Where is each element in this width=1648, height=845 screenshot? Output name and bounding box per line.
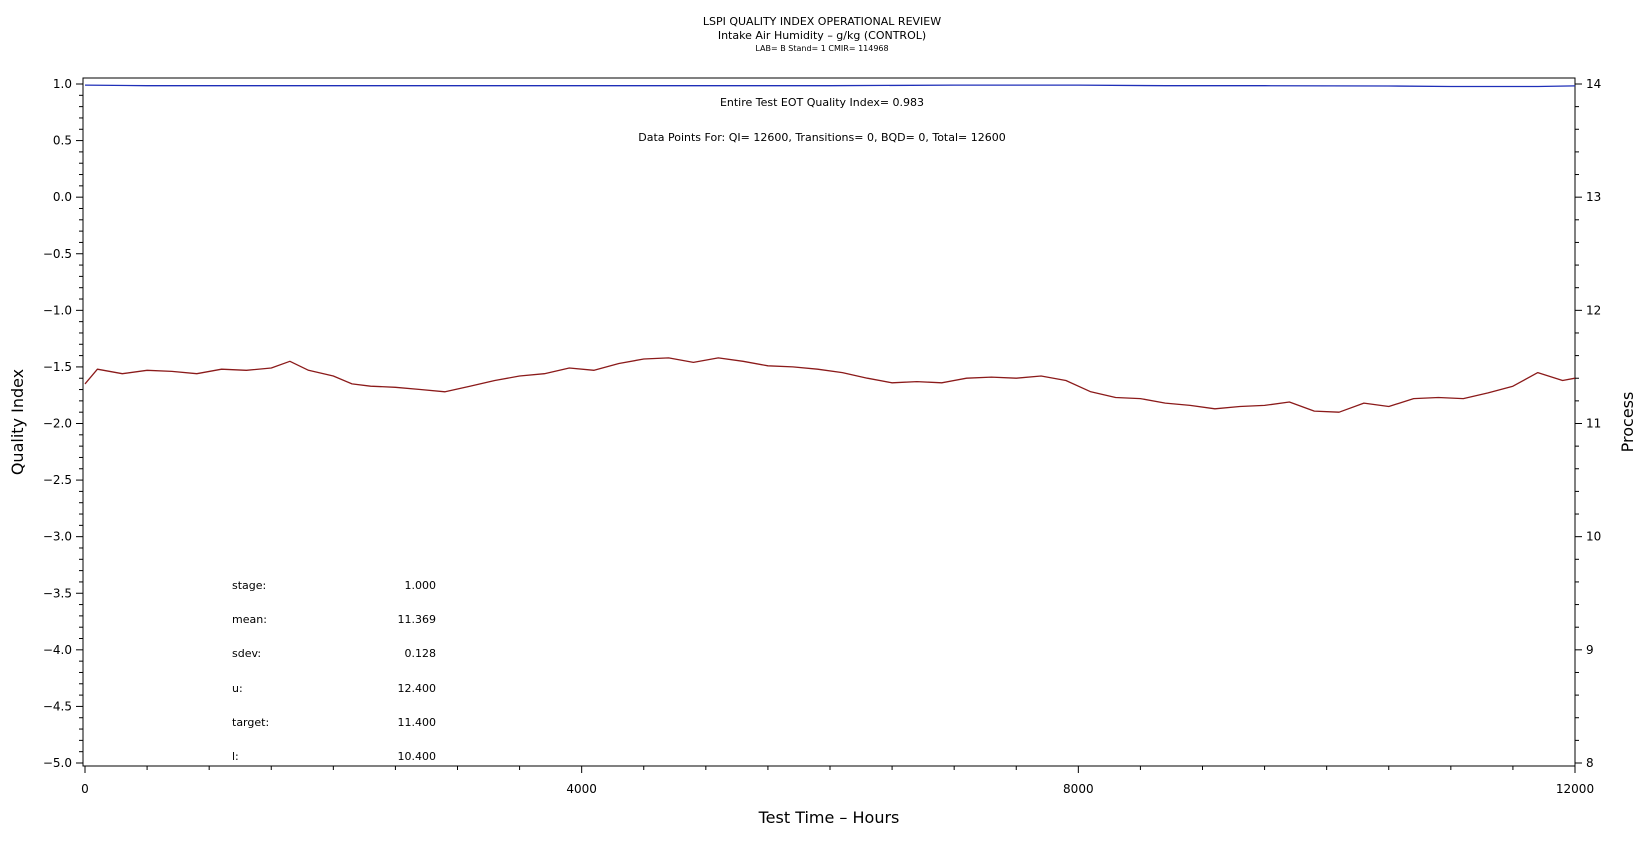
y-left-tick-label: −1.0 <box>43 303 72 317</box>
x-tick-label: 12000 <box>1556 782 1594 796</box>
y-right-tick-label: 11 <box>1586 417 1601 431</box>
y-left-tick-label: −4.0 <box>43 643 72 657</box>
process-series-line <box>84 357 1576 413</box>
data-points-annotation: Data Points For: QI= 12600, Transitions=… <box>638 131 1006 144</box>
y-left-tick-label: −5.0 <box>43 756 72 770</box>
stat-label: target: <box>232 716 269 729</box>
x-axis-title: Test Time – Hours <box>758 808 900 827</box>
y-left-tick-label: −3.5 <box>43 586 72 600</box>
y-right-tick-label: 12 <box>1586 303 1601 317</box>
y-left-tick-label: −2.0 <box>43 417 72 431</box>
stats-block: stage: 1.000 mean: 11.369 sdev: 0.128 u: 12.400… <box>232 579 436 763</box>
y-right-tick-label: 13 <box>1586 190 1601 204</box>
stat-value: 11.400 <box>398 716 437 729</box>
stat-label: u: <box>232 682 243 695</box>
y-left-tick-label: 1.0 <box>53 77 72 91</box>
chart-subtitle: Intake Air Humidity – g/kg (CONTROL) <box>718 29 926 42</box>
quality-index-series-line <box>84 84 1576 88</box>
series-layer <box>84 84 1576 413</box>
x-tick-label: 8000 <box>1063 782 1094 796</box>
stat-label: l: <box>232 750 239 763</box>
y-right-tick-label: 9 <box>1586 643 1594 657</box>
y-right-axis-title: Process <box>1618 392 1637 453</box>
y-right-tick-label: 14 <box>1586 77 1601 91</box>
stat-value: 0.128 <box>405 647 437 660</box>
chart-sub-subtitle: LAB= B Stand= 1 CMIR= 114968 <box>755 44 888 53</box>
x-tick-label: 0 <box>81 782 89 796</box>
stat-label: stage: <box>232 579 266 592</box>
y-left-tick-label: −0.5 <box>43 247 72 261</box>
y-left-tick-label: −4.5 <box>43 699 72 713</box>
stat-value: 11.369 <box>398 613 437 626</box>
y-left-tick-label: 0.0 <box>53 190 72 204</box>
y-right-tick-label: 10 <box>1586 530 1601 544</box>
stat-value: 12.400 <box>398 682 437 695</box>
stat-label: sdev: <box>232 647 261 660</box>
y-right-tick-label: 8 <box>1586 756 1594 770</box>
plot-frame <box>82 77 1576 767</box>
stat-value: 1.000 <box>405 579 437 592</box>
ticks-layer: 1.0 0.5 0.0 −0.5 −1.0 −1.5 −2.0 −2.5 −3.0 −3.5 −4.… <box>43 77 1601 796</box>
stat-value: 10.400 <box>398 750 437 763</box>
y-left-tick-label: −3.0 <box>43 530 72 544</box>
chart-title: LSPI QUALITY INDEX OPERATIONAL REVIEW <box>703 15 941 28</box>
y-left-tick-label: −2.5 <box>43 473 72 487</box>
y-left-tick-label: −1.5 <box>43 360 72 374</box>
quality-index-annotation: Entire Test EOT Quality Index= 0.983 <box>720 96 924 109</box>
y-left-tick-label: 0.5 <box>53 134 72 148</box>
y-left-axis-title: Quality Index <box>8 369 27 475</box>
x-tick-label: 4000 <box>566 782 597 796</box>
stat-label: mean: <box>232 613 267 626</box>
